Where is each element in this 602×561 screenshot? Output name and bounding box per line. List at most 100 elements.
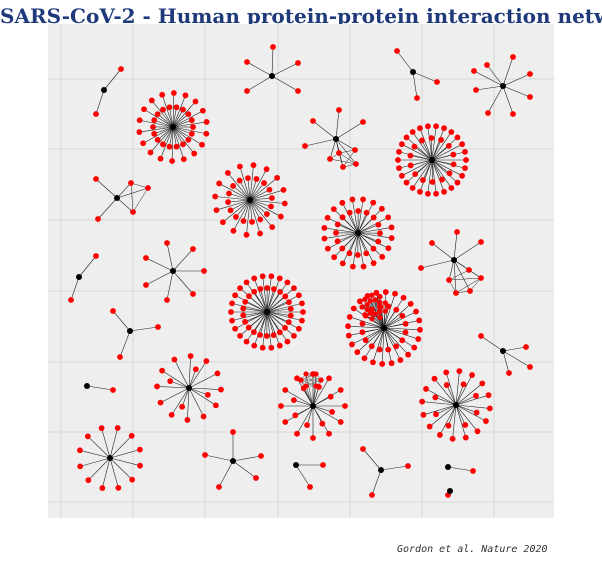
human-protein-node: [257, 216, 264, 223]
interaction-edge: [300, 379, 314, 407]
interaction-edge: [431, 159, 454, 165]
human-protein-node: [419, 398, 426, 405]
human-protein-node: [429, 240, 435, 246]
interaction-edge: [305, 373, 314, 407]
human-protein-node: [411, 143, 418, 150]
interaction-edge: [455, 374, 473, 406]
interaction-edge: [455, 395, 477, 406]
human-protein-node: [399, 337, 406, 344]
interaction-edge: [271, 46, 274, 77]
viral-protein-node: [293, 462, 299, 468]
interaction-edge: [172, 126, 192, 135]
interaction-edge: [412, 71, 418, 99]
interaction-edge: [266, 303, 303, 313]
human-protein-node: [180, 106, 186, 113]
interaction-edge: [166, 270, 174, 301]
human-protein-node: [369, 292, 375, 298]
human-protein-node: [411, 344, 418, 351]
human-protein-node: [276, 275, 283, 282]
human-protein-node: [136, 446, 143, 453]
human-protein-node: [249, 219, 255, 225]
human-protein-node: [224, 170, 231, 176]
interaction-edge: [86, 385, 114, 391]
interaction-edge: [109, 435, 132, 459]
human-protein-node: [376, 346, 383, 353]
interaction-edge: [109, 427, 118, 459]
human-protein-node: [345, 332, 352, 339]
interaction-edge: [329, 158, 357, 165]
interaction-edge: [130, 182, 149, 189]
interaction-edge: [170, 380, 190, 389]
interaction-edge: [169, 107, 174, 128]
human-protein-node: [99, 485, 106, 491]
human-protein-node: [295, 88, 301, 94]
human-protein-node: [367, 310, 373, 316]
interaction-edge: [161, 370, 190, 389]
interaction-edge: [235, 199, 251, 218]
interaction-edge: [431, 159, 443, 180]
human-protein-node: [230, 429, 236, 435]
interaction-edge: [172, 93, 175, 128]
interaction-edge: [187, 387, 190, 420]
human-protein-node: [136, 129, 143, 135]
viral-protein-node: [447, 488, 453, 494]
interaction-edge: [357, 227, 392, 234]
interaction-edge: [349, 316, 385, 329]
human-protein-node: [160, 141, 166, 148]
human-protein-node: [413, 308, 419, 315]
human-protein-node: [388, 235, 395, 241]
human-protein-node: [370, 260, 377, 267]
interaction-edge: [396, 50, 414, 73]
human-protein-node: [270, 332, 277, 338]
interaction-edge: [383, 309, 397, 329]
interaction-edge: [116, 197, 134, 213]
interaction-edge: [455, 404, 477, 413]
interaction-edge: [453, 241, 482, 261]
interaction-edge: [234, 311, 268, 329]
human-protein-node: [459, 172, 466, 179]
human-protein-node: [420, 177, 426, 183]
interaction-edge: [448, 277, 482, 281]
interaction-edge: [455, 404, 490, 409]
human-protein-node: [486, 405, 493, 412]
human-protein-node: [130, 209, 136, 215]
interaction-edge: [87, 436, 111, 459]
human-protein-node: [349, 196, 356, 203]
human-protein-node: [407, 300, 414, 307]
interaction-edge: [266, 311, 272, 348]
human-protein-node: [339, 245, 346, 252]
human-protein-node: [333, 229, 339, 236]
interaction-edge: [357, 232, 364, 267]
human-protein-node: [385, 303, 392, 310]
human-protein-node: [462, 148, 468, 155]
human-protein-node: [168, 411, 175, 418]
human-protein-node: [327, 393, 334, 400]
interaction-edge: [172, 126, 185, 160]
interaction-edge: [129, 326, 159, 332]
viral-protein-node: [310, 403, 316, 409]
human-protein-node: [400, 294, 407, 301]
interaction-edge: [249, 189, 270, 201]
human-protein-node: [354, 349, 361, 356]
interaction-edge: [249, 199, 268, 215]
human-protein-node: [398, 141, 405, 148]
interaction-edge: [266, 288, 275, 313]
interaction-edge: [215, 196, 251, 201]
human-protein-node: [245, 324, 252, 331]
human-protein-node: [320, 462, 326, 468]
human-protein-node: [448, 129, 455, 135]
human-protein-node: [228, 309, 234, 315]
human-protein-node: [313, 371, 319, 377]
interaction-edge: [453, 231, 458, 261]
human-protein-node: [337, 419, 344, 425]
human-protein-node: [77, 463, 84, 470]
human-protein-node: [154, 136, 161, 143]
interaction-edge: [383, 327, 420, 331]
human-protein-node: [363, 250, 370, 257]
interaction-edge: [362, 327, 385, 333]
interaction-edge: [233, 199, 251, 231]
interaction-edge: [172, 109, 184, 128]
interaction-edge: [312, 378, 330, 407]
human-protein-node: [203, 130, 210, 137]
human-protein-node: [418, 265, 424, 271]
